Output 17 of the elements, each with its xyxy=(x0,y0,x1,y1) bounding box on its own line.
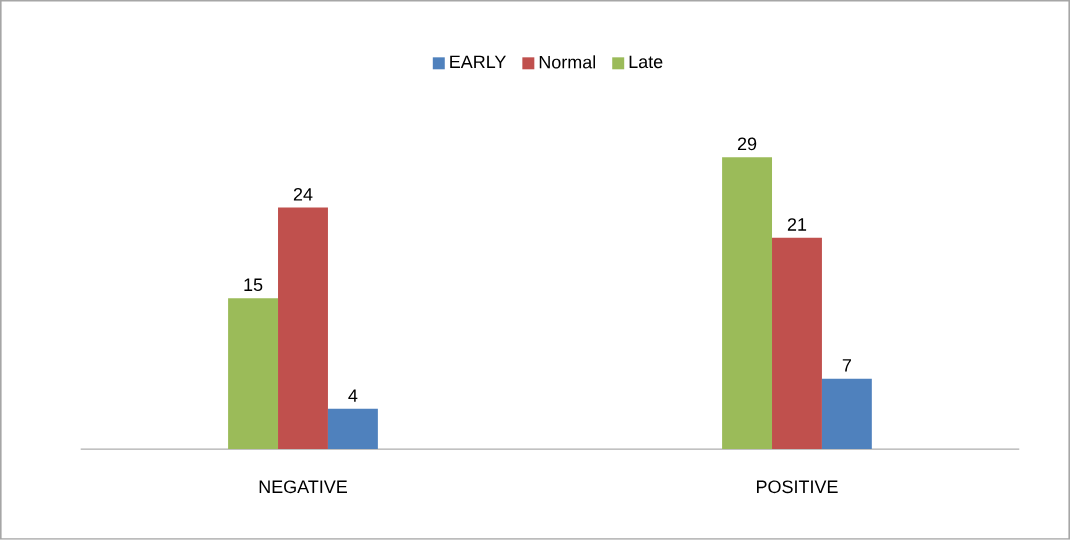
data-label: 4 xyxy=(348,389,358,402)
bar xyxy=(228,298,279,450)
x-tick-label: NEGATIVE xyxy=(259,480,347,494)
bar xyxy=(327,408,378,450)
data-label: 21 xyxy=(787,218,807,231)
data-label: 29 xyxy=(737,137,757,151)
bar xyxy=(278,207,328,450)
bar xyxy=(821,378,872,450)
data-label: 7 xyxy=(842,359,851,372)
legend-label: Normal xyxy=(539,55,596,69)
x-tick-label: POSITIVE xyxy=(757,480,838,494)
legend-label: Late xyxy=(629,55,663,69)
legend-label: EARLY xyxy=(450,55,506,69)
bar xyxy=(722,157,773,450)
data-label: 24 xyxy=(293,188,313,201)
bar xyxy=(772,237,822,450)
data-label: 15 xyxy=(244,278,263,292)
